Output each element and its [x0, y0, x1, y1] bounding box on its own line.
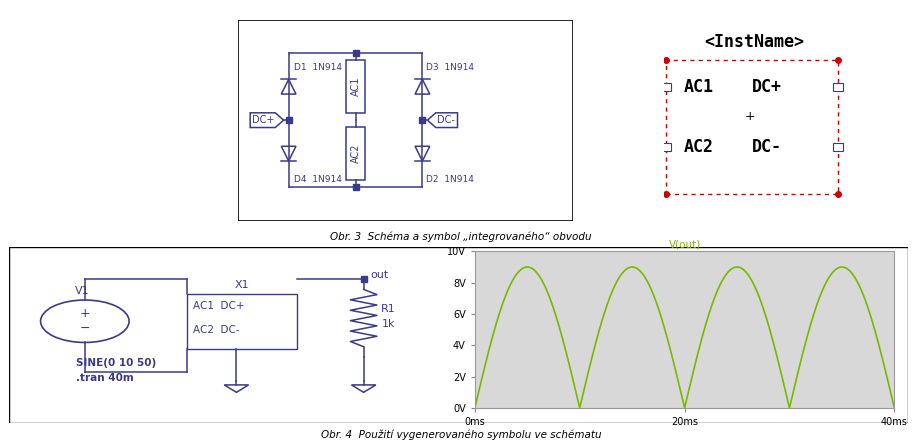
Text: D1  1N914: D1 1N914 [293, 63, 342, 72]
Text: DC-: DC- [751, 138, 782, 156]
Text: D4  1N914: D4 1N914 [293, 176, 341, 184]
Text: DC+: DC+ [253, 115, 275, 125]
Text: AC2  DC-: AC2 DC- [194, 325, 240, 336]
Text: D2  1N914: D2 1N914 [426, 176, 474, 184]
Bar [661, 143, 671, 151]
Text: AC1: AC1 [350, 77, 361, 97]
Text: AC2: AC2 [684, 138, 714, 156]
Text: DC+: DC+ [751, 78, 782, 96]
Text: <InstName>: <InstName> [703, 33, 804, 51]
Text: AC1  DC+: AC1 DC+ [194, 301, 244, 311]
Title: V(out): V(out) [668, 239, 701, 249]
FancyBboxPatch shape [239, 20, 573, 220]
Text: AC1: AC1 [684, 78, 714, 96]
FancyBboxPatch shape [9, 247, 908, 423]
Text: +: + [744, 110, 755, 123]
Text: V1: V1 [76, 286, 90, 295]
Text: Obr. 4  Použití vygenerovaného symbolu ve schématu: Obr. 4 Použití vygenerovaného symbolu ve… [321, 430, 601, 441]
FancyBboxPatch shape [347, 127, 365, 180]
Text: X1: X1 [234, 280, 249, 290]
Text: D3  1N914: D3 1N914 [426, 63, 475, 72]
Text: 1k: 1k [382, 318, 395, 329]
Text: AC2: AC2 [350, 144, 361, 163]
Text: SINE(0 10 50): SINE(0 10 50) [76, 358, 156, 368]
Text: R1: R1 [382, 304, 396, 314]
Text: DC-: DC- [437, 115, 455, 125]
Text: −: − [79, 322, 90, 335]
Text: out: out [371, 270, 388, 280]
Bar [661, 82, 671, 91]
Bar [833, 82, 843, 91]
Text: .tran 40m: .tran 40m [76, 373, 134, 383]
Text: Obr. 3  Schéma a symbol „integrovaného“ obvodu: Obr. 3 Schéma a symbol „integrovaného“ o… [330, 232, 592, 242]
FancyBboxPatch shape [347, 60, 365, 113]
FancyBboxPatch shape [666, 60, 837, 194]
Bar [833, 143, 843, 151]
Text: +: + [79, 307, 90, 320]
FancyBboxPatch shape [186, 294, 297, 349]
